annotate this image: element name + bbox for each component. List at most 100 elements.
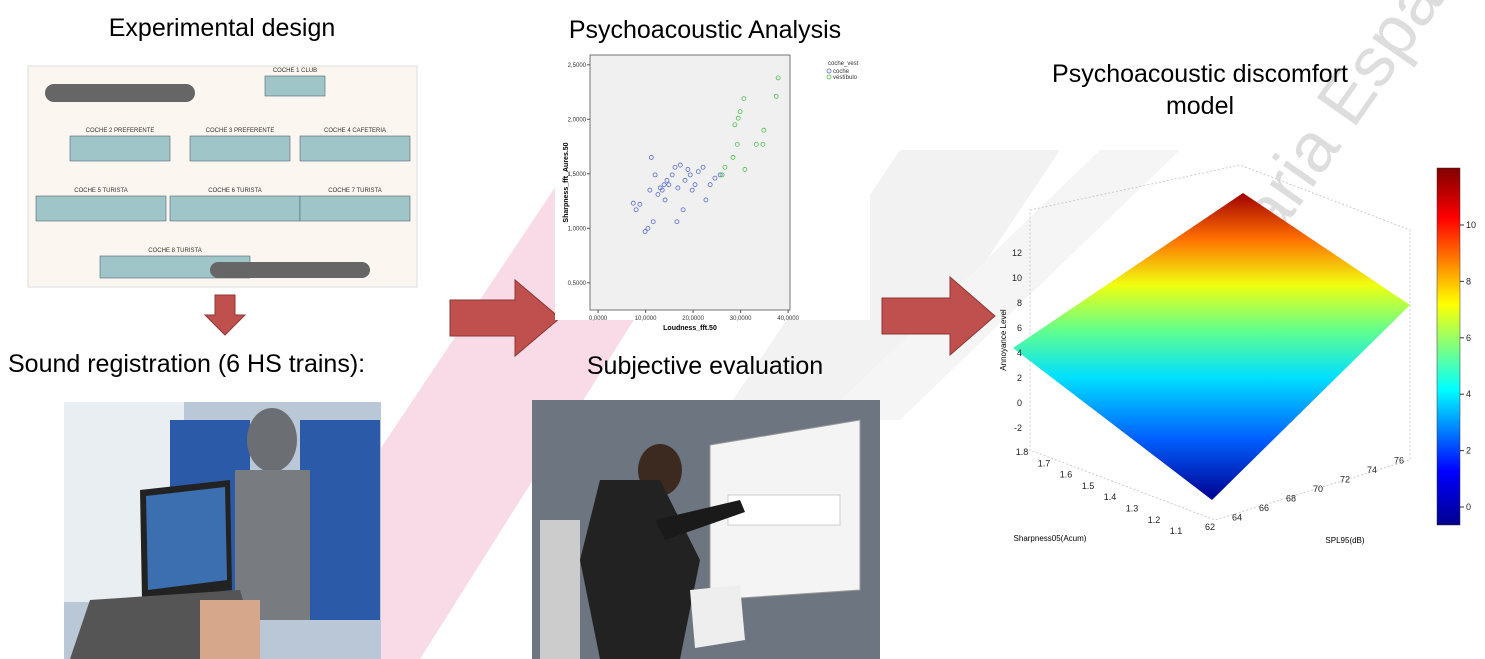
- y-tick-label: 2,5000: [568, 63, 587, 69]
- x-tick-label: 1.6: [1060, 470, 1073, 480]
- car-label: COCHE 3 PREFERENTE: [206, 128, 275, 134]
- legend-marker: [826, 68, 832, 74]
- y-tick-label: 1,5000: [568, 172, 587, 178]
- point: [674, 219, 680, 225]
- point: [669, 172, 675, 178]
- point: [655, 192, 661, 197]
- point: [672, 164, 678, 170]
- y-tick-label: 68: [1286, 494, 1296, 504]
- point: [737, 109, 743, 115]
- point: [652, 172, 658, 178]
- point: [692, 182, 698, 188]
- point: [707, 182, 713, 188]
- point: [682, 177, 688, 183]
- train-tail: [210, 262, 370, 278]
- arrow-down: [203, 294, 247, 336]
- point: [687, 172, 693, 178]
- arrow-right: [881, 275, 996, 357]
- train-car: [299, 195, 411, 222]
- point: [647, 187, 653, 193]
- y-tick-label: 76: [1394, 456, 1404, 466]
- x-axis-label: Loudness_fft.50: [663, 325, 717, 332]
- arrow-right: [449, 278, 561, 358]
- colorbar: [1436, 167, 1461, 526]
- z-tick-label: 8: [1017, 298, 1022, 308]
- z-tick-label: 6: [1017, 323, 1022, 333]
- z-tick-label: 2: [1017, 373, 1022, 383]
- legend-label: coche: [833, 69, 850, 75]
- y-tick-label: 64: [1232, 513, 1242, 523]
- x-tick-label: 1.7: [1038, 458, 1051, 468]
- car-label: COCHE 5 TURISTA: [74, 188, 127, 194]
- point: [712, 175, 718, 181]
- y-axis-label: Sharpness_fft_Aures.50: [563, 142, 570, 222]
- point: [630, 200, 636, 206]
- y-tick-label: 1,0000: [568, 226, 587, 232]
- y-tick-label: 70: [1313, 484, 1323, 494]
- y-tick-label: 74: [1367, 465, 1377, 475]
- point: [695, 169, 701, 175]
- point: [664, 177, 670, 183]
- train-head: [45, 84, 195, 102]
- x-tick-label: 30,0000: [730, 316, 752, 322]
- y-tick-label: 2,0000: [568, 117, 587, 123]
- x-tick-label: 1.1: [1170, 526, 1183, 536]
- point: [735, 115, 741, 121]
- x-axis-label: Sharpness05(Acum): [1014, 534, 1087, 543]
- x-tick-label: 1.2: [1148, 515, 1161, 525]
- point: [666, 182, 672, 188]
- point: [742, 167, 748, 172]
- point: [732, 122, 738, 128]
- step-title: Psychoacoustic Analysis: [569, 16, 841, 44]
- point: [703, 197, 709, 203]
- x-tick-label: 1.5: [1082, 481, 1095, 491]
- colorbar-tick-label: 8: [1466, 276, 1471, 286]
- point: [685, 167, 691, 172]
- z-tick-label: 10: [1012, 273, 1022, 283]
- colorbar-tick-label: 10: [1466, 220, 1476, 230]
- x-tick-label: 0,0000: [589, 316, 608, 322]
- step-title: Sound registration (6 HS trains):: [8, 350, 365, 378]
- point: [734, 141, 740, 147]
- train-car: [189, 135, 291, 162]
- point: [650, 219, 656, 225]
- legend-marker: [826, 74, 832, 80]
- z-tick-label: 0: [1017, 398, 1022, 408]
- train-car: [35, 195, 167, 222]
- train-car: [69, 135, 171, 162]
- z-axis-label: Annoyance Level: [999, 309, 1008, 371]
- point: [773, 94, 779, 99]
- colorbar-tick-label: 6: [1466, 333, 1471, 343]
- point: [775, 75, 781, 81]
- x-tick-label: 40,0000: [777, 316, 799, 322]
- point: [648, 155, 654, 160]
- point: [722, 164, 728, 170]
- point: [659, 187, 665, 193]
- point: [661, 182, 667, 188]
- x-tick-label: 1.8: [1016, 447, 1029, 457]
- point: [689, 187, 695, 193]
- train-car: [169, 195, 301, 222]
- car-label: COCHE 2 PREFERENTE: [86, 128, 155, 134]
- step-title: Subjective evaluation: [587, 352, 823, 380]
- surface: [1013, 193, 1410, 500]
- colorbar-tick-label: 2: [1466, 446, 1471, 456]
- point: [645, 225, 651, 231]
- photo-subjective-evaluation: [532, 400, 880, 659]
- train-car: [299, 135, 411, 162]
- point: [700, 164, 706, 170]
- car-label: COCHE 7 TURISTA: [328, 188, 381, 194]
- car-label: COCHE 4 CAFETERIA: [324, 128, 386, 134]
- y-axis-label: SPL95(dB): [1325, 536, 1364, 545]
- car-label: COCHE 1 CLUB: [273, 68, 317, 74]
- point: [753, 141, 759, 147]
- x-tick-label: 1.4: [1104, 492, 1117, 502]
- step-title: Psychoacoustic discomfort: [1052, 60, 1348, 88]
- point: [662, 197, 668, 203]
- car-label: COCHE 6 TURISTA: [208, 188, 261, 194]
- point: [717, 172, 723, 178]
- y-tick-label: 62: [1205, 522, 1215, 532]
- scatter: 0,5000 1,0000 1,5000 2,0000 2,5000 0,0000 10,0…: [563, 61, 859, 332]
- point: [761, 127, 767, 133]
